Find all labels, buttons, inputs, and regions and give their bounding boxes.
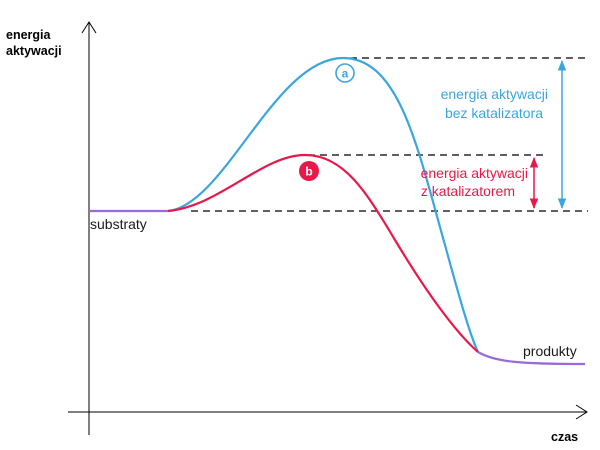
substrates-label: substraty: [90, 216, 147, 232]
curve-b-badge: b: [299, 161, 319, 181]
curve-b-badge-letter: b: [305, 165, 312, 179]
uncatalyzed-label-line1: energia aktywacji: [441, 86, 548, 102]
y-axis-title-line1: energia: [6, 28, 52, 42]
curve-a-uncatalyzed: [167, 56, 479, 353]
x-axis: [68, 404, 588, 420]
x-axis-title: czas: [551, 430, 578, 444]
catalyzed-label-line1: energia aktywacji: [421, 165, 528, 181]
catalyzed-label-line2: z katalizatorem: [421, 183, 515, 199]
y-axis-title-line2: aktywacji: [6, 44, 62, 58]
curve-a-badge-letter: a: [342, 67, 349, 81]
uncatalyzed-label-line2: bez katalizatora: [445, 105, 543, 121]
curve-b-catalyzed: [167, 153, 479, 353]
curve-a-badge: a: [335, 63, 355, 83]
y-axis: [81, 21, 97, 435]
products-label: produkty: [523, 343, 577, 359]
products-baseline: [477, 351, 586, 366]
